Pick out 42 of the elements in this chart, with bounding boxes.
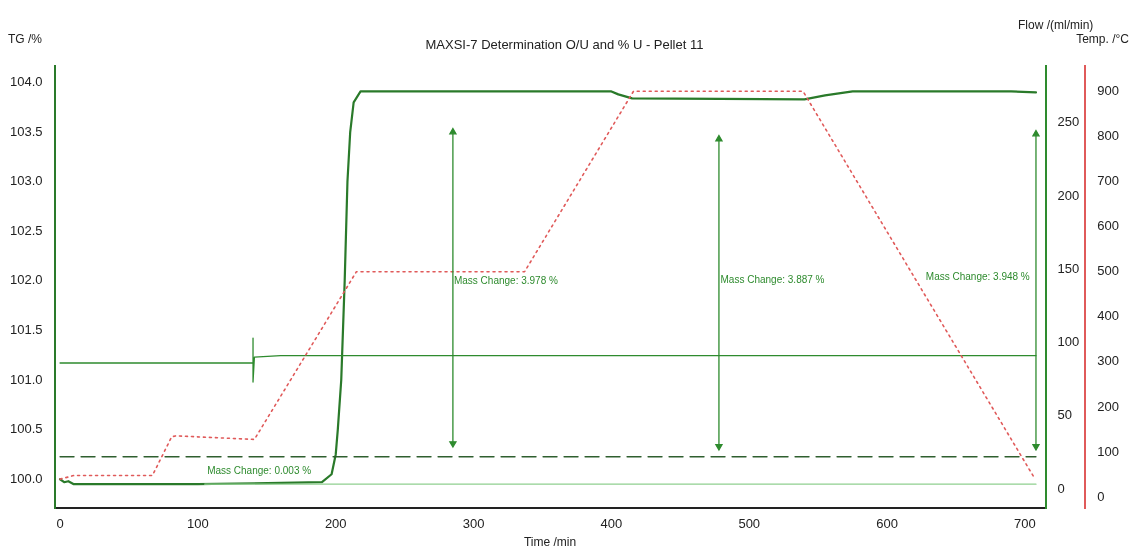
y-tick-label: 103.0	[9, 173, 43, 189]
y-axis-title: TG /%	[8, 31, 43, 46]
x-tick-label: 0	[56, 516, 64, 532]
y3-tick-label: 800	[1097, 127, 1120, 143]
y-tick-label: 102.5	[9, 222, 43, 238]
annotation: Mass Change: 3.887 %	[720, 273, 825, 285]
chart-title: MAXSI-7 Determination O/U and % U - Pellet 11	[425, 37, 704, 53]
x-tick-label: 100	[187, 516, 209, 532]
y3-tick-label: 400	[1097, 308, 1120, 324]
y-tick-label: 103.5	[9, 123, 43, 139]
x-tick-label: 400	[600, 516, 623, 532]
y3-axis-title: Temp. /°C	[1076, 31, 1130, 46]
y2-tick-label: 250	[1057, 114, 1080, 130]
y-tick-label: 100.5	[9, 421, 43, 437]
annotation: Mass Change: 3.978 %	[453, 274, 558, 286]
annotation: Mass Change: 3.948 %	[925, 270, 1030, 282]
y3-tick-label: 700	[1097, 173, 1120, 189]
annotation: Mass Change: 0.003 %	[207, 465, 312, 477]
y2-tick-label: 50	[1057, 407, 1073, 423]
x-tick-label: 600	[876, 516, 898, 532]
y3-tick-label: 0	[1097, 488, 1105, 504]
y-tick-label: 100.0	[9, 470, 43, 486]
x-axis-title: Time /min	[523, 535, 577, 550]
x-tick-label: 700	[1014, 516, 1036, 532]
y2-axis-title: Flow /(ml/min)	[1017, 17, 1094, 32]
y2-tick-label: 0	[1057, 480, 1065, 496]
y3-tick-label: 900	[1097, 82, 1120, 98]
y2-tick-label: 200	[1057, 187, 1080, 203]
y-tick-label: 102.0	[9, 272, 43, 288]
y3-tick-label: 100	[1097, 443, 1120, 459]
y3-tick-label: 200	[1097, 398, 1120, 414]
x-tick-label: 300	[462, 516, 485, 532]
y3-tick-label: 500	[1097, 263, 1120, 279]
y3-tick-label: 600	[1097, 218, 1120, 234]
y3-tick-label: 300	[1097, 353, 1120, 369]
y-tick-label: 101.5	[9, 322, 43, 338]
y-tick-label: 104.0	[9, 74, 43, 90]
y2-tick-label: 100	[1057, 334, 1080, 350]
y2-tick-label: 150	[1057, 260, 1080, 276]
y-tick-label: 101.0	[9, 371, 43, 387]
x-tick-label: 200	[324, 516, 347, 532]
x-tick-label: 500	[738, 516, 761, 532]
